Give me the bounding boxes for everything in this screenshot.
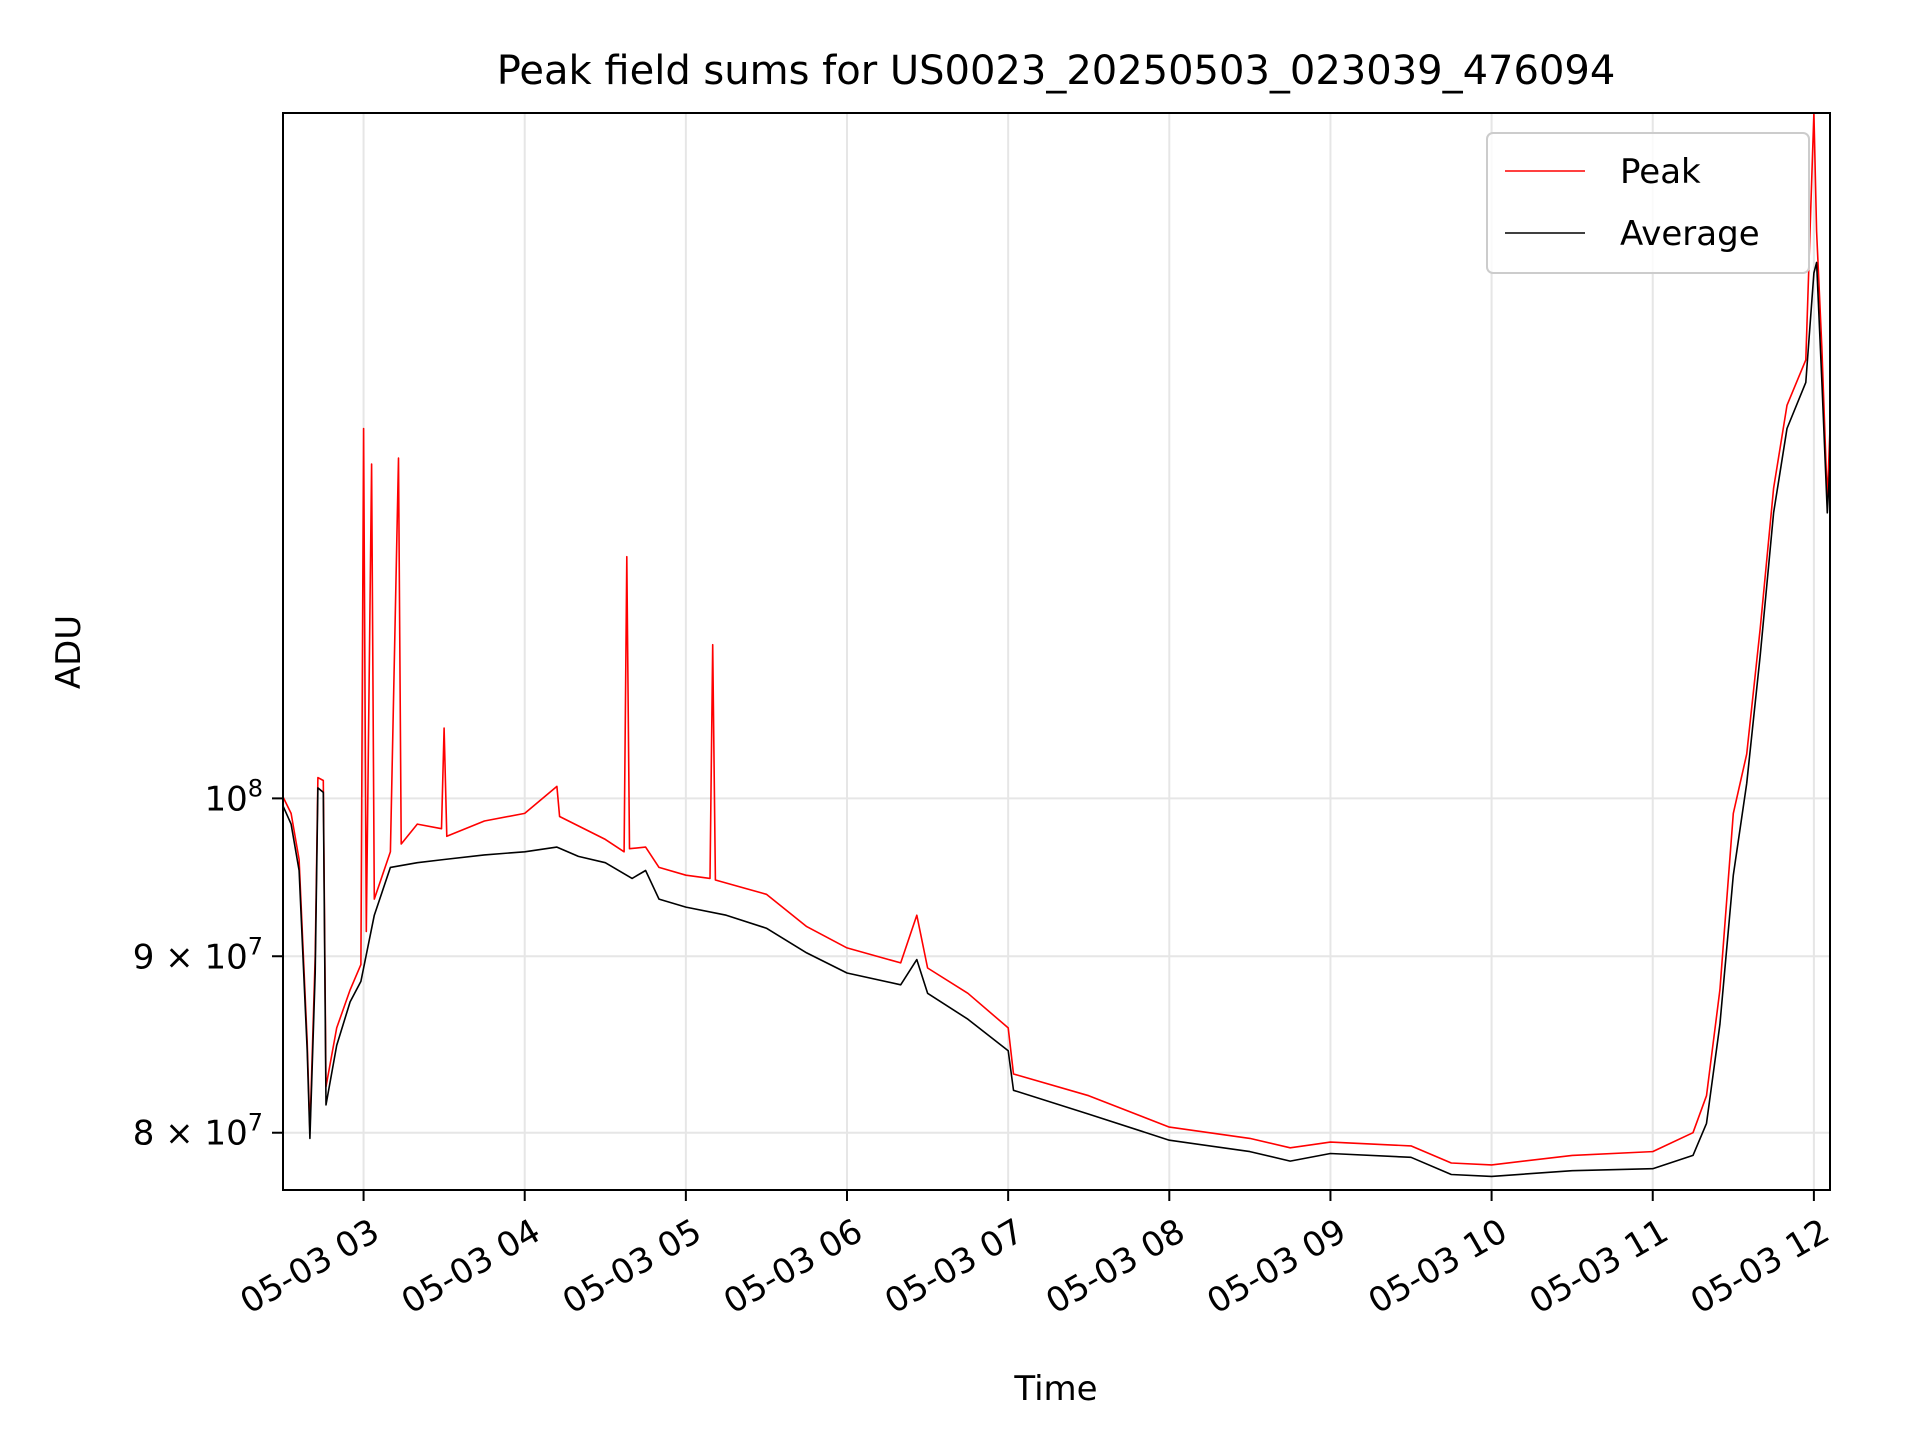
legend: Peak Average <box>1486 132 1810 274</box>
x-grid <box>362 113 1815 1190</box>
legend-label-average: Average <box>1620 214 1760 254</box>
y-tick-label: 8 × 107 <box>133 1109 263 1154</box>
legend-label-peak: Peak <box>1620 152 1701 192</box>
chart-title: Peak field sums for US0023_20250503_0230… <box>497 48 1616 94</box>
series-line-peak <box>283 113 1830 1166</box>
legend-box <box>1486 132 1810 274</box>
y-tick-label: 9 × 107 <box>133 932 263 977</box>
plot-frame <box>282 112 1831 1191</box>
series-layer <box>283 113 1830 1178</box>
x-axis-label: Time <box>1013 1369 1097 1409</box>
series-line-average <box>283 261 1830 1178</box>
y-axis-label: ADU <box>49 615 89 689</box>
y-grid <box>283 797 1830 1134</box>
y-tick-label: 108 <box>204 774 263 819</box>
y-axis-ticks: 8 × 107 9 × 107 108 <box>133 774 283 1154</box>
plot-area <box>283 113 1830 1178</box>
